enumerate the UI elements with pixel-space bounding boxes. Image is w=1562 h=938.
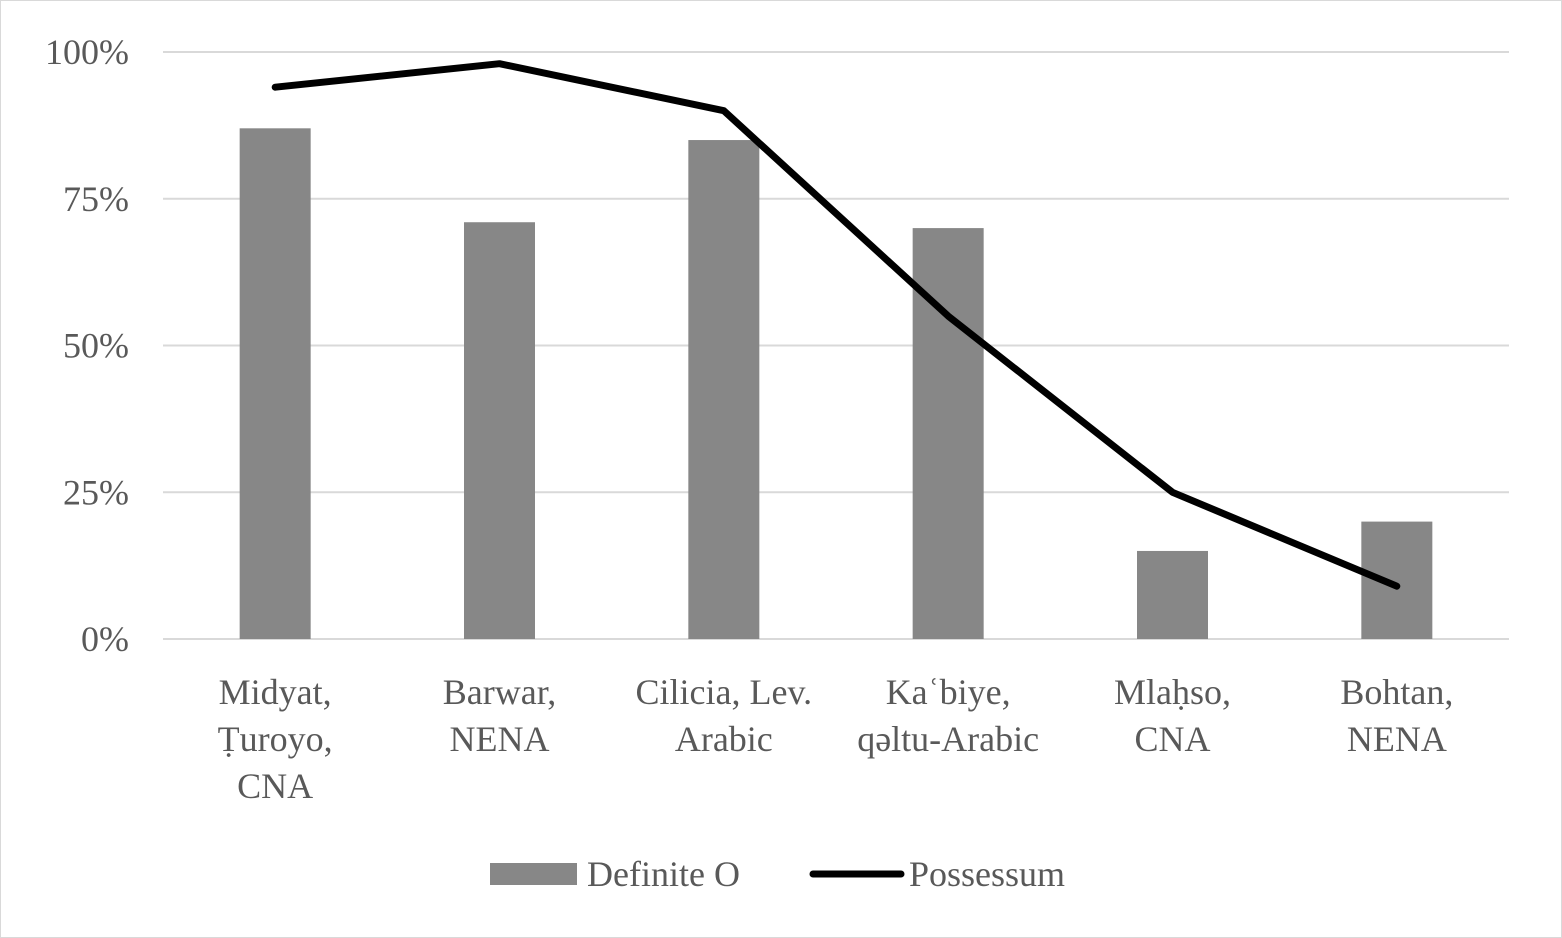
y-tick-label-0: 0% — [81, 619, 129, 659]
x-category-label-line: Bohtan, — [1340, 672, 1453, 712]
point-possessum-0 — [274, 86, 276, 88]
bar-definite-o-1 — [464, 222, 535, 640]
point-possessum-2 — [723, 110, 725, 112]
x-axis-category-labels: Midyat, Ṭuroyo, CNA Barwar, NENA Cilicia, Lev… — [218, 672, 1454, 806]
point-possessum-4 — [1172, 491, 1173, 493]
x-category-label-0: Midyat, Ṭuroyo, CNA — [218, 672, 333, 806]
point-possessum-5 — [1396, 585, 1398, 587]
legend: Definite O Possessum — [490, 854, 1065, 894]
x-category-label-line: Kaʿbiye, — [886, 672, 1011, 712]
x-category-label-2: Cilicia, Lev. Arabic — [636, 672, 813, 759]
legend-label-definite-o: Definite O — [587, 854, 740, 894]
legend-label-possessum: Possessum — [909, 854, 1065, 894]
x-category-label-1: Barwar, NENA — [443, 672, 557, 759]
x-category-label-line: CNA — [1134, 719, 1210, 759]
bar-series-definite-o — [239, 128, 1433, 640]
x-category-label-line: Cilicia, Lev. — [636, 672, 813, 712]
y-tick-label-3: 75% — [63, 179, 129, 219]
line-series-possessum — [271, 60, 1401, 590]
legend-swatch-definite-o — [490, 863, 577, 885]
y-tick-label-2: 50% — [63, 326, 129, 366]
y-axis-tick-labels: 0% 25% 50% 75% 100% — [45, 32, 129, 659]
x-category-label-5: Bohtan, NENA — [1340, 672, 1453, 759]
bar-definite-o-4 — [1137, 550, 1208, 639]
x-category-label-line: Midyat, — [219, 672, 332, 712]
x-category-label-line: Barwar, — [443, 672, 557, 712]
x-category-label-line: Mlaḥso, — [1114, 672, 1231, 712]
point-possessum-3 — [947, 315, 949, 317]
point-possessum-1 — [499, 63, 500, 65]
bar-definite-o-0 — [239, 128, 311, 639]
y-tick-label-1: 25% — [63, 472, 129, 512]
x-category-label-4: Mlaḥso, CNA — [1114, 672, 1231, 759]
x-category-label-line: qəltu-Arabic — [857, 719, 1039, 759]
x-category-label-line: NENA — [450, 719, 550, 759]
bar-definite-o-2 — [688, 140, 760, 640]
x-category-label-line: NENA — [1347, 719, 1447, 759]
x-category-label-3: Kaʿbiye, qəltu-Arabic — [857, 672, 1039, 759]
x-category-label-line: Arabic — [675, 719, 773, 759]
x-category-label-line: Ṭuroyo, — [218, 719, 333, 759]
bar-definite-o-5 — [1361, 521, 1433, 639]
line-possessum — [271, 60, 1401, 590]
grid-layer — [163, 51, 1509, 640]
x-category-label-line: CNA — [237, 766, 313, 806]
y-tick-label-4: 100% — [45, 32, 129, 72]
